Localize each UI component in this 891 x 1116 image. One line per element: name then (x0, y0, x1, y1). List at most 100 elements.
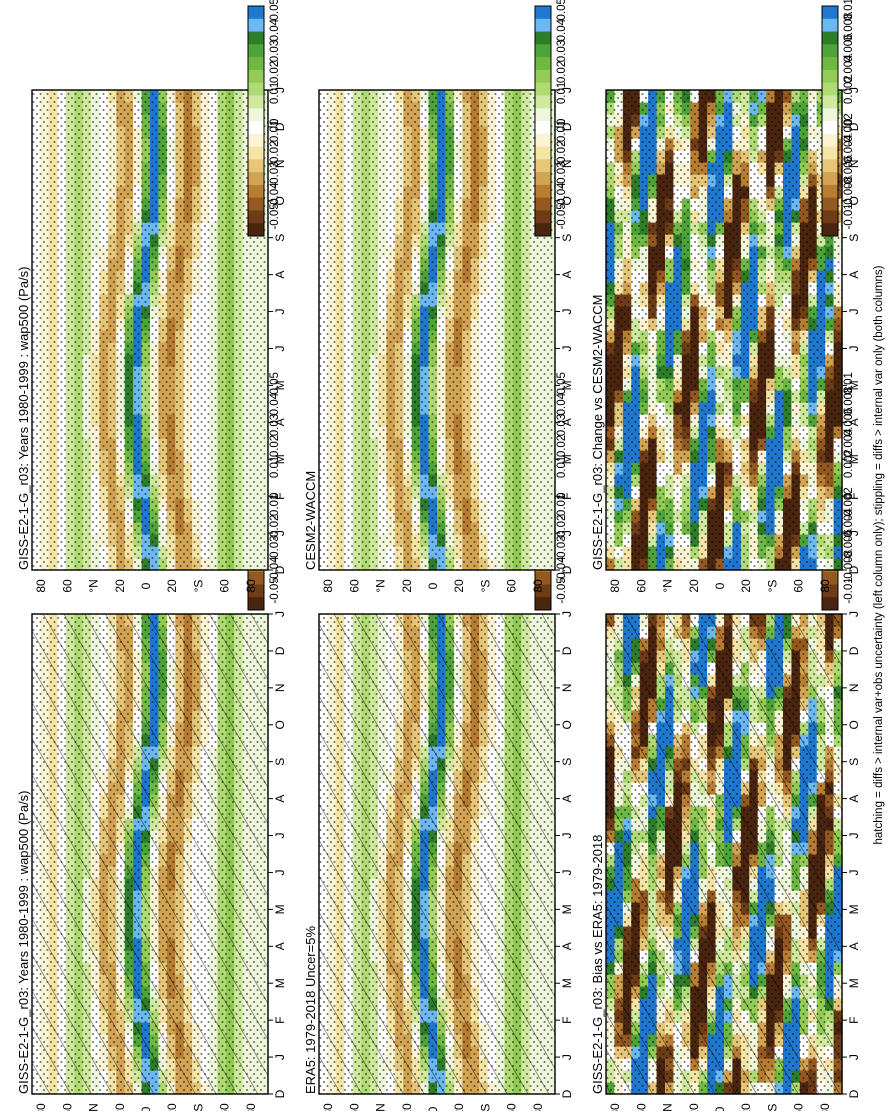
colorbar-label: -0.05 (269, 203, 281, 229)
y-tick-label: 60 (218, 1103, 232, 1111)
y-tick-label: °N (374, 579, 388, 592)
x-tick-label: N (273, 684, 287, 693)
x-tick-label: D (273, 646, 287, 655)
colorbar-label: -0.05 (556, 203, 568, 229)
colorbar-swatch (248, 6, 264, 19)
colorbar-label: -0.05 (556, 577, 568, 603)
colorbar-label: 0.02 (269, 435, 281, 457)
x-tick-label: O (560, 720, 574, 729)
colorbar-swatch (248, 597, 264, 610)
x-tick-label: F (273, 492, 287, 499)
colorbar-label: 0.03 (556, 40, 568, 62)
x-tick-label: A (273, 418, 287, 426)
colorbar-swatch (248, 198, 264, 211)
hatching-overlay (32, 614, 268, 1094)
x-tick-label: J (273, 611, 287, 617)
colorbar-label: -0.05 (269, 577, 281, 603)
colorbar-label: 0.04 (556, 18, 568, 41)
y-tick-label: °S (478, 580, 492, 593)
x-tick-label: A (560, 418, 574, 426)
colorbar-swatch (248, 83, 264, 96)
x-tick-label: J (560, 345, 574, 351)
colorbar-label: 0.03 (269, 40, 281, 62)
colorbar-label: 0.01 (556, 82, 568, 104)
colorbar-swatch (535, 121, 551, 134)
x-tick-label: F (560, 1016, 574, 1023)
x-tick-label: J (273, 345, 287, 351)
x-tick-label: J (273, 1054, 287, 1060)
colorbar-swatch (248, 172, 264, 185)
colorbar-label: 0.04 (269, 18, 281, 41)
y-tick-label: 0 (139, 1106, 153, 1111)
x-tick-label: A (560, 271, 574, 279)
panel-title: CESM2-WACCM (303, 471, 318, 570)
stippling-overlay (319, 90, 555, 570)
x-tick-label: A (273, 942, 287, 950)
y-tick-label: °N (87, 579, 101, 592)
x-tick-label: D (560, 1089, 574, 1098)
colorbar-swatch (248, 223, 264, 236)
y-tick-label: 60 (218, 579, 232, 593)
y-tick-label: 80 (244, 1103, 258, 1111)
y-tick-label: 60 (347, 579, 361, 593)
colorbar-swatch (535, 172, 551, 185)
x-tick-label: A (273, 271, 287, 279)
colorbar-swatch (535, 95, 551, 108)
x-tick-label: O (273, 720, 287, 729)
colorbar-swatch (535, 210, 551, 223)
x-tick-label: J (273, 309, 287, 315)
colorbar-swatch (248, 57, 264, 70)
y-tick-label: 0 (426, 1106, 440, 1111)
colorbar-swatch (535, 597, 551, 610)
x-tick-label: M (560, 904, 574, 914)
x-tick-label: S (560, 234, 574, 242)
x-tick-label: M (273, 454, 287, 464)
x-tick-label: D (273, 565, 287, 574)
x-tick-label: J (273, 833, 287, 839)
colorbar-swatch (535, 159, 551, 172)
x-tick-label: N (560, 684, 574, 693)
x-tick-label: J (560, 611, 574, 617)
y-tick-label: 60 (60, 579, 74, 593)
x-tick-label: A (560, 795, 574, 803)
y-tick-label: 60 (505, 1103, 519, 1111)
x-tick-label: D (560, 565, 574, 574)
y-tick-label: 0 (139, 582, 153, 589)
y-tick-label: 60 (60, 1103, 74, 1111)
x-tick-label: M (560, 380, 574, 390)
y-tick-label: 20 (113, 1103, 127, 1111)
y-tick-label: 60 (347, 1103, 361, 1111)
colorbar-swatch (248, 147, 264, 160)
colorbar-label: 0.02 (269, 61, 281, 83)
colorbar-swatch (248, 134, 264, 147)
x-tick-label: S (560, 758, 574, 766)
colorbar-swatch (248, 19, 264, 32)
x-tick-label: F (273, 1016, 287, 1023)
y-tick-label: 80 (34, 579, 48, 593)
y-tick-label: 20 (400, 579, 414, 593)
figure-footnote: hatching = diffs > internal var+obs unce… (873, 265, 885, 844)
y-tick-label: 20 (165, 579, 179, 593)
colorbar-swatch (248, 70, 264, 83)
x-tick-label: M (560, 978, 574, 988)
y-tick-label: 20 (165, 1103, 179, 1111)
colorbar-swatch (535, 185, 551, 198)
hatching-overlay (319, 614, 555, 1094)
colorbar-swatch (248, 185, 264, 198)
x-tick-label: M (273, 978, 287, 988)
y-tick-label: 80 (531, 579, 545, 593)
colorbar-swatch (535, 108, 551, 121)
x-tick-label: S (273, 758, 287, 766)
x-tick-label: D (273, 1089, 287, 1098)
x-tick-label: F (560, 492, 574, 499)
y-tick-label: °S (478, 1104, 492, 1111)
y-tick-label: °N (374, 1103, 388, 1111)
colorbar-swatch (535, 223, 551, 236)
y-tick-label: 60 (505, 579, 519, 593)
